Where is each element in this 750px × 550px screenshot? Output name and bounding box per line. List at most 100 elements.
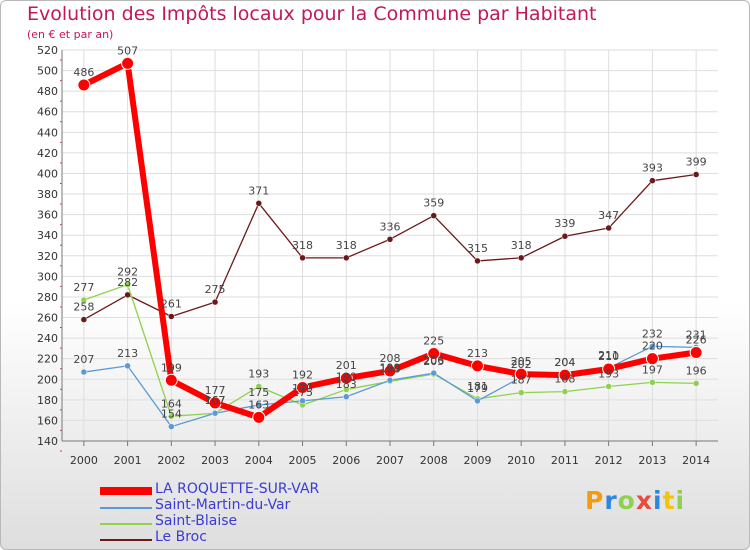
x-tick-label: 2013 bbox=[638, 454, 666, 467]
data-point bbox=[692, 380, 700, 387]
data-label: 211 bbox=[598, 349, 619, 362]
data-point bbox=[121, 56, 135, 70]
chart-subtitle: (en € et par an) bbox=[27, 28, 114, 41]
data-label: 193 bbox=[598, 367, 619, 380]
y-tick-label: 300 bbox=[37, 270, 58, 283]
x-tick-label: 2012 bbox=[595, 454, 623, 467]
data-label: 206 bbox=[423, 354, 444, 367]
data-label: 486 bbox=[73, 66, 94, 79]
data-point bbox=[164, 373, 178, 387]
data-label: 318 bbox=[511, 239, 532, 252]
data-label: 258 bbox=[73, 301, 94, 314]
y-tick-label: 240 bbox=[37, 332, 58, 345]
legend-label: Saint-Martin-du-Var bbox=[155, 497, 291, 513]
data-point bbox=[649, 379, 656, 386]
x-tick-label: 2007 bbox=[376, 454, 404, 467]
data-point bbox=[168, 313, 175, 320]
data-label: 213 bbox=[467, 347, 488, 360]
data-point bbox=[474, 397, 481, 405]
data-label: 188 bbox=[554, 373, 575, 386]
data-label: 277 bbox=[73, 281, 94, 294]
x-tick-label: 2011 bbox=[551, 454, 579, 467]
data-label: 196 bbox=[686, 364, 707, 377]
data-label: 181 bbox=[467, 380, 488, 393]
data-point bbox=[689, 346, 703, 360]
data-label: 154 bbox=[161, 408, 182, 421]
data-point bbox=[299, 397, 306, 405]
data-label: 347 bbox=[598, 209, 619, 222]
data-point bbox=[211, 409, 219, 417]
data-point bbox=[343, 254, 350, 262]
x-tick-label: 2010 bbox=[507, 454, 535, 467]
data-label: 210 bbox=[598, 350, 619, 363]
data-label: 205 bbox=[423, 355, 444, 368]
x-tick-label: 2006 bbox=[332, 454, 360, 467]
data-point bbox=[80, 368, 88, 376]
legend-label: Le Broc bbox=[155, 529, 207, 545]
chart-title: Evolution des Impôts locaux pour la Comm… bbox=[27, 3, 597, 25]
data-point bbox=[649, 177, 656, 184]
data-label: 207 bbox=[73, 353, 94, 366]
data-label: 179 bbox=[292, 382, 313, 395]
y-tick-label: 440 bbox=[37, 126, 58, 139]
data-point bbox=[430, 212, 437, 219]
data-point bbox=[255, 401, 263, 409]
data-point bbox=[208, 396, 222, 410]
data-point bbox=[124, 281, 131, 288]
data-label: 205 bbox=[511, 355, 532, 368]
data-point bbox=[343, 386, 350, 393]
data-label: 199 bbox=[161, 361, 182, 374]
data-label: 202 bbox=[511, 358, 532, 371]
y-tick-label: 260 bbox=[37, 312, 58, 325]
data-point bbox=[386, 377, 394, 384]
y-tick-label: 140 bbox=[37, 435, 58, 448]
data-point bbox=[517, 389, 525, 396]
data-label: 199 bbox=[380, 361, 401, 374]
data-label: 167 bbox=[205, 394, 226, 407]
axes: 140 160 180 200 220 240 260 280 300 320 340 360 380 4… bbox=[37, 44, 718, 467]
data-label: 393 bbox=[642, 162, 663, 175]
x-tick-label: 2000 bbox=[70, 454, 98, 467]
data-label: 198 bbox=[380, 362, 401, 375]
data-label: 179 bbox=[467, 382, 488, 395]
legend-swatch bbox=[100, 523, 152, 525]
x-tick-label: 2008 bbox=[420, 454, 448, 467]
y-tick-label: 280 bbox=[37, 291, 58, 304]
data-label: 167 bbox=[205, 394, 226, 407]
data-point bbox=[470, 359, 484, 373]
y-tick-label: 520 bbox=[37, 44, 58, 57]
data-point bbox=[517, 254, 525, 262]
data-label: 193 bbox=[248, 367, 269, 380]
data-point bbox=[296, 380, 310, 394]
data-point bbox=[558, 368, 572, 382]
y-tick-label: 160 bbox=[37, 414, 58, 427]
x-tick-label: 2001 bbox=[114, 454, 142, 467]
data-point bbox=[605, 383, 612, 390]
data-point bbox=[649, 343, 656, 350]
data-label: 231 bbox=[686, 328, 707, 341]
data-point bbox=[252, 410, 266, 424]
legend-swatch bbox=[100, 487, 152, 495]
data-point bbox=[692, 171, 700, 178]
data-point bbox=[645, 352, 659, 366]
data-label: 282 bbox=[117, 276, 138, 289]
y-tick-label: 500 bbox=[37, 65, 58, 78]
y-tick-label: 320 bbox=[37, 250, 58, 263]
data-label: 208 bbox=[380, 352, 401, 365]
data-label: 164 bbox=[161, 397, 182, 410]
data-label: 318 bbox=[292, 239, 313, 252]
data-label: 175 bbox=[248, 386, 269, 399]
data-label: 399 bbox=[686, 156, 707, 169]
data-label: 315 bbox=[467, 242, 488, 255]
data-point bbox=[255, 383, 263, 390]
data-label: 261 bbox=[161, 297, 182, 310]
data-point bbox=[299, 254, 306, 262]
data-label: 163 bbox=[248, 398, 269, 411]
y-tick-label: 340 bbox=[37, 229, 58, 242]
data-point bbox=[168, 413, 175, 420]
data-label: 197 bbox=[642, 363, 663, 376]
y-tick-label: 220 bbox=[37, 353, 58, 366]
